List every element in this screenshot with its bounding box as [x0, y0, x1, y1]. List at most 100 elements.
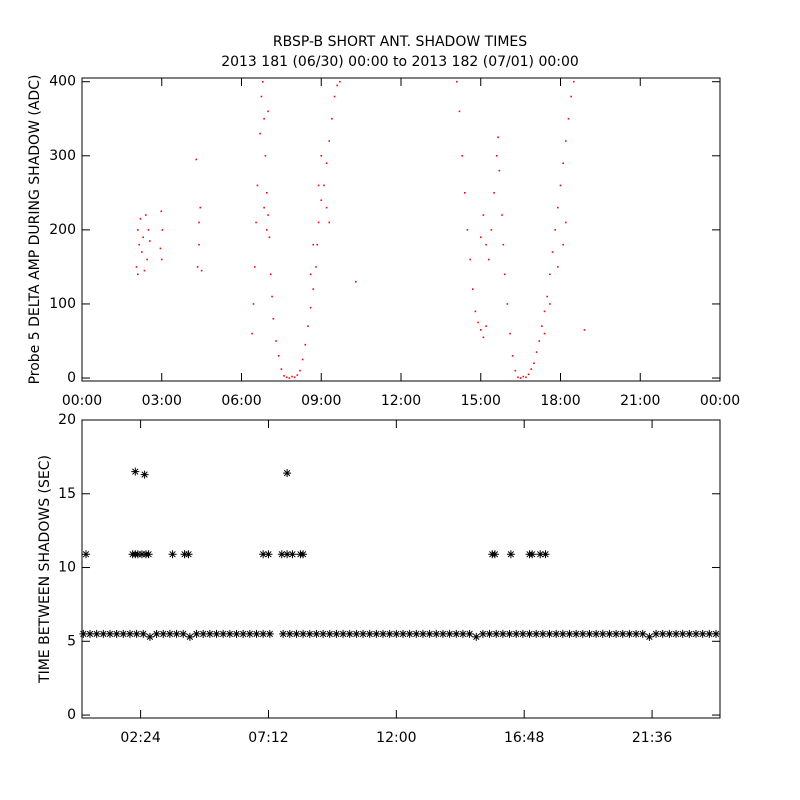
- x-tick-label: 12:00: [376, 730, 416, 746]
- y-tick-label: 200: [49, 222, 76, 238]
- asterisk-point: [458, 629, 467, 638]
- asterisk-point: [692, 629, 701, 638]
- x-tick-label: 16:48: [504, 730, 544, 746]
- dot-point: [139, 217, 142, 220]
- dot-point: [141, 251, 143, 253]
- dot-point: [567, 117, 570, 120]
- dot-point: [146, 258, 148, 261]
- x-tick-label: 09:00: [301, 393, 341, 409]
- asterisk-point: [472, 632, 481, 641]
- dot-point: [497, 136, 499, 139]
- dot-point: [482, 214, 485, 216]
- dot-point: [328, 221, 331, 224]
- dot-point: [272, 317, 275, 320]
- dot-point: [198, 243, 200, 246]
- dot-point: [572, 80, 575, 83]
- asterisk-point: [612, 629, 621, 638]
- dot-point: [267, 110, 269, 113]
- dot-point: [535, 351, 538, 353]
- dot-point: [301, 358, 304, 361]
- dot-point: [196, 266, 199, 268]
- asterisk-point: [512, 629, 521, 638]
- asterisk-point: [465, 629, 474, 638]
- x-tick-label: 02:24: [120, 730, 160, 746]
- dot-point: [466, 229, 469, 231]
- dot-point: [336, 84, 338, 87]
- dot-point: [135, 266, 138, 268]
- y-tick-label: 0: [67, 370, 76, 386]
- dot-point: [195, 158, 198, 161]
- asterisk-point: [685, 629, 694, 638]
- dot-point: [479, 236, 482, 239]
- asterisk-point: [658, 629, 667, 638]
- dot-point: [557, 206, 559, 209]
- dot-point: [562, 162, 564, 164]
- asterisk-point: [485, 629, 494, 638]
- asterisk-point: [505, 629, 514, 638]
- dot-point: [145, 214, 147, 216]
- asterisk-point: [712, 629, 721, 638]
- dot-point: [331, 117, 333, 120]
- asterisk-point: [452, 629, 461, 638]
- dot-point: [511, 355, 514, 357]
- dot-point: [456, 80, 458, 83]
- asterisk-point: [185, 632, 194, 641]
- asterisk-point: [152, 629, 161, 638]
- dot-point: [323, 184, 325, 187]
- asterisk-point: [418, 629, 427, 638]
- asterisk-point: [125, 629, 134, 638]
- asterisk-point: [525, 629, 534, 638]
- asterisk-point: [365, 629, 374, 638]
- asterisk-point: [618, 629, 627, 638]
- asterisk-point: [259, 629, 268, 638]
- asterisk-point: [638, 629, 647, 638]
- dot-point: [142, 236, 144, 239]
- asterisk-point: [283, 469, 292, 478]
- dot-point: [461, 154, 463, 157]
- dot-point: [147, 229, 150, 231]
- x-tick-label: 07:12: [248, 730, 288, 746]
- asterisk-point: [264, 550, 273, 559]
- dot-point: [471, 288, 474, 290]
- asterisk-point: [105, 629, 114, 638]
- dot-point: [293, 376, 296, 379]
- dot-point: [137, 273, 139, 276]
- y-tick-label: 100: [49, 296, 76, 312]
- asterisk-point: [352, 629, 361, 638]
- asterisk-point: [140, 470, 149, 479]
- asterisk-point: [85, 629, 94, 638]
- chart-title: RBSP-B SHORT ANT. SHADOW TIMES: [273, 34, 527, 50]
- asterisk-point: [245, 629, 254, 638]
- dot-point: [458, 110, 461, 113]
- dot-point: [485, 243, 487, 246]
- asterisk-point: [132, 629, 141, 638]
- dot-point: [263, 206, 265, 209]
- dot-point: [288, 377, 291, 379]
- asterisk-point: [645, 632, 654, 641]
- dot-point: [160, 258, 163, 261]
- dot-point: [530, 368, 533, 370]
- y-tick-label: 400: [49, 74, 76, 90]
- plot-frame: [81, 419, 721, 719]
- dot-point: [495, 154, 498, 157]
- asterisk-point: [283, 550, 292, 559]
- dot-point: [317, 221, 320, 224]
- asterisk-point: [572, 629, 581, 638]
- asterisk-point: [432, 629, 441, 638]
- asterisk-point: [305, 629, 314, 638]
- asterisk-point: [585, 629, 594, 638]
- y-tick-label: 300: [49, 148, 76, 164]
- dot-point: [159, 247, 162, 250]
- dot-point: [307, 325, 309, 327]
- dot-point: [538, 340, 541, 342]
- x-tick-label: 18:00: [540, 393, 580, 409]
- dot-point: [325, 206, 328, 209]
- dot-point: [309, 273, 312, 276]
- y-axis-label: Probe 5 DELTA AMP DURING SHADOW (ADC): [27, 75, 43, 385]
- dot-point: [355, 280, 357, 283]
- dot-point: [255, 221, 257, 224]
- asterisk-point: [492, 629, 501, 638]
- asterisk-point: [179, 629, 188, 638]
- dot-point: [263, 117, 265, 120]
